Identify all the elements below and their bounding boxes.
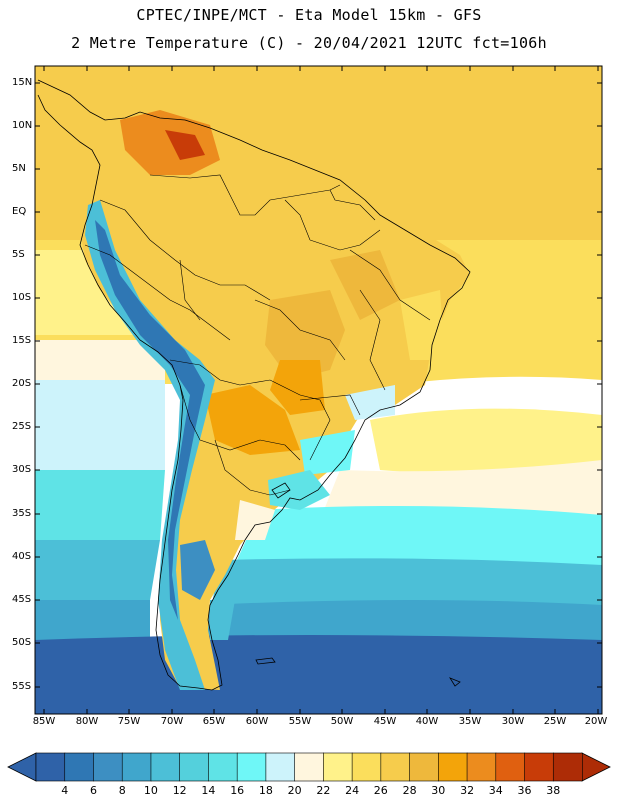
colorbar-swatch — [409, 752, 439, 782]
lon-label: 80W — [75, 716, 99, 727]
lon-label: 20W — [584, 716, 608, 727]
lon-label: 30W — [501, 716, 525, 727]
colorbar-label: 24 — [345, 784, 360, 797]
colorbar-swatch — [323, 752, 353, 782]
lat-label: 55S — [12, 681, 32, 692]
ocean-cold-south — [35, 635, 602, 714]
lat-label: 5S — [12, 249, 25, 260]
lat-label: 15N — [12, 77, 33, 88]
lon-label: 65W — [202, 716, 226, 727]
lon-label: 60W — [245, 716, 269, 727]
colorbar-label: 14 — [201, 784, 216, 797]
colorbar-swatch — [524, 752, 554, 782]
colorbar-swatch — [438, 752, 468, 782]
colorbar-swatch — [236, 752, 267, 782]
lon-label: 25W — [543, 716, 567, 727]
map-frame — [34, 65, 603, 715]
lon-ticks — [43, 66, 599, 714]
colorbar — [7, 752, 611, 782]
lon-label: 55W — [288, 716, 312, 727]
colorbar-swatch — [351, 752, 382, 782]
colorbar-label: 16 — [230, 784, 245, 797]
colorbar-swatches — [35, 752, 583, 782]
colorbar-label: 18 — [258, 784, 273, 797]
colorbar-label: 10 — [143, 784, 158, 797]
colorbar-swatch — [93, 752, 123, 782]
lat-label: 40S — [12, 551, 32, 562]
colorbar-swatch — [150, 752, 181, 782]
lat-label: EQ — [12, 206, 27, 217]
colorbar-label: 8 — [118, 784, 126, 797]
lat-label: 20S — [12, 378, 32, 389]
colorbar-label: 26 — [373, 784, 388, 797]
colorbar-swatch — [495, 752, 526, 782]
hotspot-chaco — [205, 385, 300, 455]
colorbar-swatch — [179, 752, 210, 782]
chart-subtitle: 2 Metre Temperature (C) - 20/04/2021 12U… — [71, 34, 547, 52]
coastline — [37, 79, 471, 691]
lon-label: 35W — [458, 716, 482, 727]
lat-label: 25S — [12, 421, 32, 432]
colorbar-swatch — [64, 752, 95, 782]
lat-label: 45S — [12, 594, 32, 605]
lat-ticks — [35, 82, 602, 688]
lon-label: 85W — [32, 716, 56, 727]
colorbar-label: 32 — [460, 784, 475, 797]
lon-label: 45W — [373, 716, 397, 727]
lat-label: 15S — [12, 335, 32, 346]
colorbar-label: 4 — [61, 784, 69, 797]
hotspot-venezuela — [120, 110, 220, 175]
colorbar-label: 36 — [517, 784, 532, 797]
colorbar-max-arrow — [581, 752, 611, 782]
colorbar-label: 12 — [172, 784, 187, 797]
lat-label: 50S — [12, 637, 32, 648]
lon-label: 75W — [117, 716, 141, 727]
colorbar-swatch — [380, 752, 411, 782]
hotspot-central-brazil — [265, 290, 345, 380]
colorbar-swatch — [552, 752, 583, 782]
lat-label: 10N — [12, 120, 33, 131]
lon-label: 40W — [415, 716, 439, 727]
pacific-subtropics — [35, 380, 165, 470]
colorbar-label: 38 — [546, 784, 561, 797]
cool-southeast-brazil — [345, 385, 395, 420]
colorbar-label: 30 — [431, 784, 446, 797]
colorbar-swatch — [294, 752, 324, 782]
colorbar-swatch — [265, 752, 296, 782]
colorbar-label: 20 — [287, 784, 302, 797]
lat-label: 30S — [12, 464, 32, 475]
colorbar-swatch — [121, 752, 152, 782]
continent-land — [38, 72, 470, 690]
colorbar-swatch — [208, 752, 238, 782]
colorbar-label: 28 — [402, 784, 417, 797]
colorbar-label: 22 — [316, 784, 331, 797]
colorbar-swatch — [35, 752, 66, 782]
lon-label: 70W — [160, 716, 184, 727]
lat-label: 5N — [12, 163, 26, 174]
country-borders — [84, 174, 431, 496]
colorbar-label: 34 — [488, 784, 503, 797]
lat-label: 35S — [12, 508, 32, 519]
colorbar-min-arrow — [7, 752, 37, 782]
colorbar-swatch — [466, 752, 497, 782]
lat-label: 10S — [12, 292, 32, 303]
map-field — [35, 66, 602, 714]
lon-label: 50W — [330, 716, 354, 727]
chart-title: CPTEC/INPE/MCT - Eta Model 15km - GFS — [136, 6, 482, 24]
colorbar-label: 6 — [90, 784, 97, 797]
